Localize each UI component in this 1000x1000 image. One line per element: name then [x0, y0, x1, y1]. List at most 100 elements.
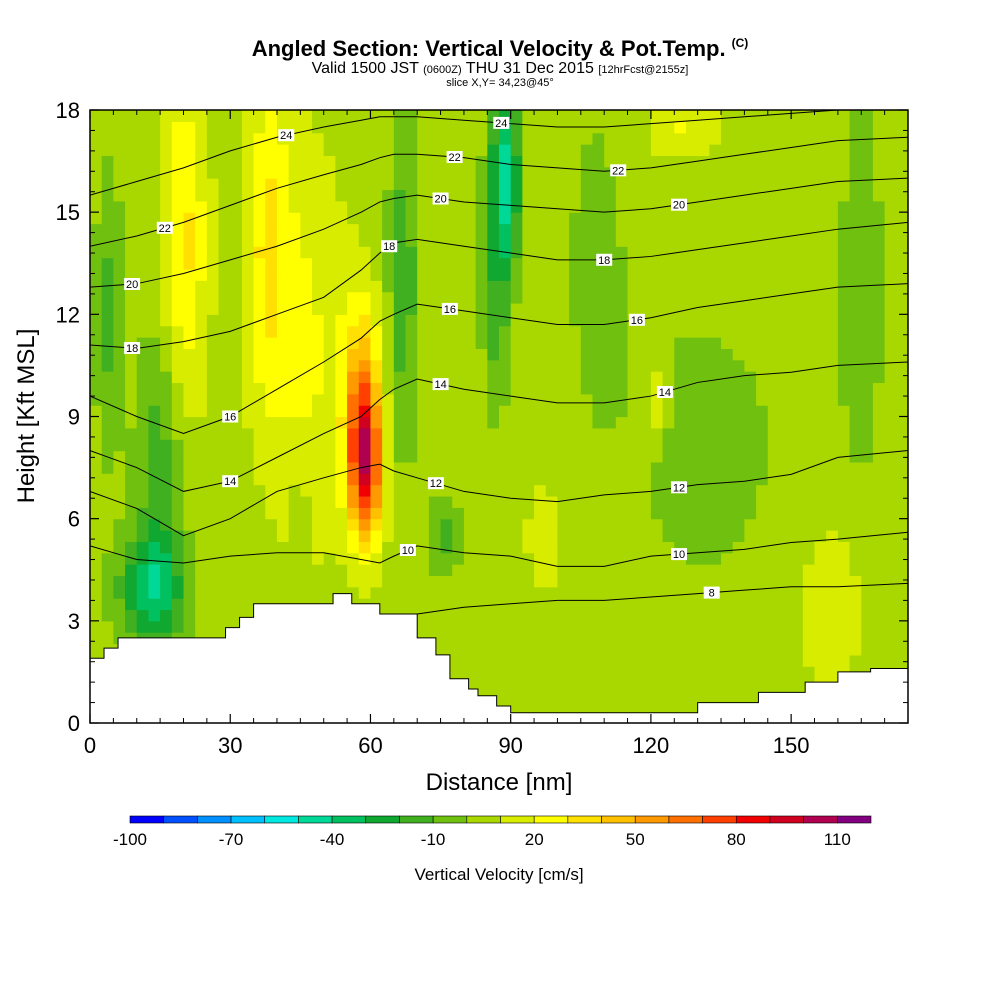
velocity-cell — [814, 200, 827, 213]
velocity-cell — [475, 666, 488, 679]
velocity-cell — [148, 257, 161, 270]
velocity-cell — [206, 110, 220, 122]
velocity-cell — [767, 450, 781, 463]
velocity-cell — [522, 144, 535, 157]
velocity-cell — [136, 189, 150, 202]
velocity-cell — [463, 121, 477, 134]
velocity-cell — [136, 541, 150, 554]
velocity-cell — [884, 450, 897, 463]
velocity-cell — [428, 178, 442, 191]
velocity-cell — [382, 223, 395, 236]
velocity-cell — [756, 654, 769, 667]
velocity-cell — [767, 427, 781, 440]
velocity-cell — [814, 632, 827, 645]
velocity-cell — [428, 609, 442, 622]
velocity-cell — [779, 178, 792, 191]
velocity-cell — [674, 371, 687, 384]
velocity-cell — [674, 132, 687, 145]
velocity-cell — [358, 405, 372, 418]
velocity-cell — [417, 257, 430, 270]
velocity-cell — [615, 246, 629, 259]
velocity-cell — [265, 371, 278, 384]
velocity-cell — [463, 325, 477, 338]
velocity-cell — [826, 586, 839, 599]
velocity-cell — [884, 530, 897, 542]
velocity-cell — [160, 371, 173, 384]
velocity-cell — [417, 110, 430, 122]
velocity-cell — [113, 507, 126, 520]
velocity-cell — [732, 189, 745, 202]
velocity-cell — [171, 212, 185, 225]
velocity-cell — [557, 586, 570, 599]
velocity-cell — [171, 382, 185, 395]
velocity-cell — [499, 223, 512, 236]
velocity-cell — [428, 450, 442, 463]
velocity-cell — [814, 473, 827, 486]
velocity-cell — [160, 121, 173, 134]
velocity-cell — [569, 257, 582, 270]
velocity-cell — [148, 212, 161, 225]
velocity-cell — [872, 382, 886, 395]
velocity-cell — [697, 212, 710, 225]
velocity-cell — [779, 643, 792, 656]
velocity-cell — [545, 620, 559, 633]
velocity-cell — [206, 598, 220, 611]
velocity-cell — [206, 359, 220, 372]
velocity-cell — [510, 427, 523, 440]
velocity-cell — [452, 450, 465, 463]
velocity-cell — [101, 564, 114, 577]
velocity-cell — [452, 484, 465, 497]
velocity-cell — [499, 530, 512, 542]
velocity-cell — [265, 586, 278, 599]
velocity-cell — [732, 598, 745, 611]
velocity-cell — [721, 541, 734, 554]
colorbar-swatch — [702, 815, 737, 824]
velocity-cell — [615, 405, 629, 418]
velocity-cell — [475, 291, 488, 304]
velocity-cell — [896, 507, 908, 520]
velocity-cell — [569, 382, 582, 395]
velocity-cell — [639, 382, 652, 395]
velocity-cell — [779, 291, 792, 304]
velocity-cell — [405, 155, 418, 168]
velocity-cell — [861, 144, 874, 157]
velocity-cell — [510, 234, 523, 247]
velocity-cell — [580, 189, 594, 202]
velocity-cell — [756, 155, 769, 168]
velocity-cell — [452, 530, 465, 542]
velocity-cell — [884, 314, 897, 327]
velocity-cell — [370, 200, 383, 213]
velocity-cell — [767, 575, 781, 588]
velocity-cell — [534, 132, 547, 145]
contour-label: 22 — [448, 152, 460, 164]
velocity-cell — [276, 461, 290, 474]
velocity-cell — [522, 405, 535, 418]
velocity-cell — [230, 439, 243, 452]
velocity-cell — [393, 348, 407, 361]
velocity-cell — [206, 246, 220, 259]
velocity-cell — [265, 564, 278, 577]
velocity-cell — [183, 155, 196, 168]
velocity-cell — [896, 223, 908, 236]
velocity-cell — [522, 518, 535, 531]
velocity-cell — [779, 450, 792, 463]
velocity-cell — [604, 382, 617, 395]
velocity-cell — [685, 473, 699, 486]
velocity-cell — [125, 302, 138, 315]
velocity-cell — [826, 325, 839, 338]
velocity-cell — [896, 518, 908, 531]
velocity-cell — [171, 246, 185, 259]
velocity-cell — [615, 234, 629, 247]
velocity-cell — [545, 291, 559, 304]
velocity-cell — [802, 223, 816, 236]
velocity-cell — [171, 416, 185, 429]
velocity-cell — [253, 189, 266, 202]
velocity-cell — [288, 495, 301, 508]
velocity-cell — [545, 132, 559, 145]
velocity-cell — [721, 110, 734, 122]
velocity-cell — [113, 541, 126, 554]
velocity-cell — [241, 507, 255, 520]
velocity-cell — [370, 586, 383, 599]
velocity-cell — [300, 518, 313, 531]
velocity-cell — [557, 416, 570, 429]
